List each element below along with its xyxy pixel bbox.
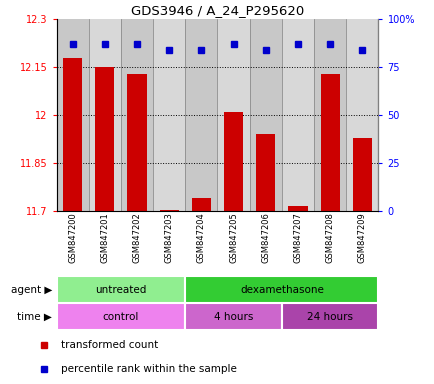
Text: untreated: untreated — [95, 285, 146, 295]
Bar — [224, 112, 243, 211]
Bar — [185, 303, 281, 330]
Bar — [56, 19, 89, 211]
Bar — [256, 134, 275, 211]
Bar — [191, 199, 210, 211]
Text: 24 hours: 24 hours — [306, 312, 352, 322]
Bar — [153, 19, 185, 211]
Bar — [121, 19, 153, 211]
Text: percentile rank within the sample: percentile rank within the sample — [61, 364, 236, 374]
Title: GDS3946 / A_24_P295620: GDS3946 / A_24_P295620 — [131, 3, 303, 17]
Bar — [56, 303, 185, 330]
Text: control: control — [102, 312, 139, 322]
Bar — [281, 19, 313, 211]
Text: 4 hours: 4 hours — [214, 312, 253, 322]
Bar — [313, 19, 345, 211]
Text: time ▶: time ▶ — [17, 312, 52, 322]
Text: agent ▶: agent ▶ — [11, 285, 52, 295]
Bar — [95, 67, 114, 211]
Bar — [217, 19, 249, 211]
Text: transformed count: transformed count — [61, 340, 158, 350]
Bar — [185, 19, 217, 211]
Bar — [159, 210, 178, 211]
Bar — [56, 276, 185, 303]
Bar — [127, 74, 146, 211]
Bar — [185, 276, 378, 303]
Bar — [89, 19, 121, 211]
Bar — [281, 303, 378, 330]
Bar — [63, 58, 82, 211]
Text: dexamethasone: dexamethasone — [240, 285, 323, 295]
Bar — [345, 19, 378, 211]
Bar — [352, 137, 371, 211]
Bar — [249, 19, 281, 211]
Bar — [288, 206, 307, 211]
Bar — [320, 74, 339, 211]
